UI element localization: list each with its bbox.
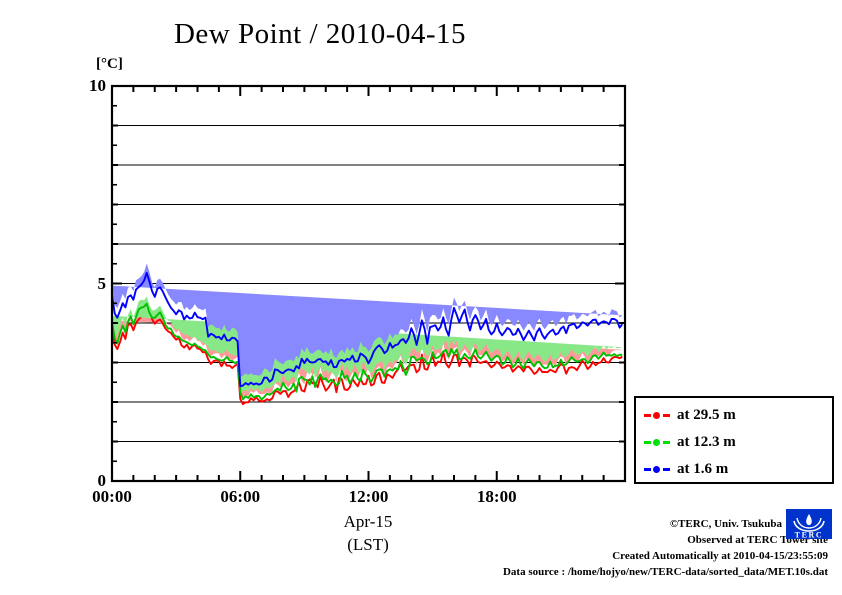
x-axis-caption-date: Apr-15 xyxy=(343,512,393,531)
series-band-2 xyxy=(112,263,623,377)
svg-text:TERC: TERC xyxy=(795,531,824,540)
legend-swatch-green xyxy=(644,436,670,448)
chart-title: Dew Point / 2010-04-15 xyxy=(173,18,467,50)
x-axis-caption-timezone: (LST) xyxy=(347,535,389,554)
legend-swatch-red xyxy=(644,409,670,421)
legend-label-2: at 1.6 m xyxy=(677,460,729,477)
series-line-2 xyxy=(111,271,624,388)
legend-swatch-blue xyxy=(644,463,670,475)
x-tick-label: 12:00 xyxy=(348,487,389,506)
series-line-0 xyxy=(111,303,623,406)
terc-logo-icon: TERC xyxy=(786,509,832,539)
footer-created-at: Created Automatically at 2010-04-15/23:5… xyxy=(612,550,828,562)
chart-legend: at 29.5 m at 12.3 m at 1.6 m xyxy=(634,396,834,484)
y-axis-unit-label: [°C] xyxy=(96,56,123,72)
legend-item-0[interactable]: at 29.5 m xyxy=(644,404,736,426)
legend-label-1: at 12.3 m xyxy=(677,433,736,450)
series-line-1 xyxy=(111,302,623,401)
legend-label-0: at 29.5 m xyxy=(677,406,736,423)
y-tick-label: 0 xyxy=(97,471,107,490)
footer-copyright: ©TERC, Univ. Tsukuba xyxy=(669,518,782,530)
x-tick-label: 06:00 xyxy=(220,487,261,506)
x-tick-label: 18:00 xyxy=(476,487,517,506)
legend-item-2[interactable]: at 1.6 m xyxy=(644,458,728,480)
legend-item-1[interactable]: at 12.3 m xyxy=(644,431,736,453)
footer-data-source: Data source : /home/hojyo/new/TERC-data/… xyxy=(502,566,828,578)
x-tick-label: 00:00 xyxy=(92,487,132,506)
y-tick-label: 10 xyxy=(89,76,106,95)
y-tick-label: 5 xyxy=(97,273,107,293)
